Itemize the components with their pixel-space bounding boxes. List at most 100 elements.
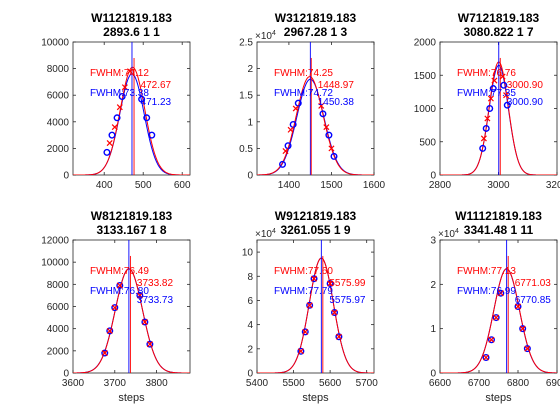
red-fwhm-label: FWHM:76.49 xyxy=(90,266,149,277)
blue-data-point xyxy=(138,95,146,103)
red-data-point xyxy=(121,84,128,91)
y-tick-label: 2 xyxy=(430,280,436,291)
blue-data-point xyxy=(326,280,334,288)
blue-data-point xyxy=(523,345,531,353)
red-data-point xyxy=(126,68,133,75)
y-tick-label: 4000 xyxy=(47,324,70,335)
plot-area xyxy=(73,240,190,373)
blue-data-point xyxy=(330,152,338,160)
red-data-point xyxy=(327,280,334,287)
x-tick-label: 600 xyxy=(174,180,191,191)
chart-title: W1121819.183 xyxy=(91,11,172,25)
y-tick-label: 3 xyxy=(430,236,436,247)
y-tick-label: 10000 xyxy=(41,38,69,49)
x-axis-label: steps xyxy=(485,392,512,404)
red-point-stroke xyxy=(311,275,318,282)
red-fwhm-label: FWHM:76.76 xyxy=(457,68,516,79)
y-tick-label: 0.5 xyxy=(239,144,253,155)
red-data-point xyxy=(287,126,294,133)
blue-data-point xyxy=(482,353,490,361)
y-tick-label: 2000 xyxy=(414,38,437,49)
chart-subtitle: 3261.055 1 9 xyxy=(280,223,350,237)
y-tick-label: 0 xyxy=(247,171,253,182)
y-tick-label: 2.5 xyxy=(239,38,253,49)
red-point-stroke xyxy=(116,104,123,111)
chart-title: W3121819.183 xyxy=(275,11,357,25)
blue-center-label: 5575.97 xyxy=(329,295,366,306)
red-data-point xyxy=(116,104,123,111)
red-center-label: 5575.99 xyxy=(329,278,366,289)
chart-subtitle: 3080.822 1 7 xyxy=(463,25,533,39)
y-tick-label: 4 xyxy=(247,320,253,331)
y-tick-label: 0 xyxy=(63,369,69,380)
blue-data-point xyxy=(146,340,154,348)
plot-area xyxy=(440,240,557,373)
x-tick-label: 1400 xyxy=(278,180,301,191)
blue-data-point xyxy=(487,336,495,344)
red-fwhm-label: FWHM:77.13 xyxy=(457,266,516,277)
plot-area xyxy=(73,42,190,175)
blue-data-point xyxy=(500,81,508,89)
chart-subtitle: 3133.167 1 8 xyxy=(96,223,166,237)
red-data-point xyxy=(297,348,304,355)
blue-data-point xyxy=(136,291,144,299)
y-exponent: 4 xyxy=(272,228,276,235)
red-point-stroke xyxy=(306,302,313,309)
blue-fwhm-label: FWHM:76.80 xyxy=(90,286,149,297)
red-point-stroke xyxy=(126,68,133,75)
axes-box xyxy=(256,239,375,374)
red-center-label: 3733.82 xyxy=(137,278,174,289)
y-exponent: 4 xyxy=(455,228,459,235)
chart-title: W7121819.183 xyxy=(458,11,540,25)
red-data-point xyxy=(488,336,495,343)
red-fit-line xyxy=(257,257,374,373)
chart-title: W11121819.183 xyxy=(455,209,542,223)
red-point-stroke xyxy=(297,348,304,355)
y-tick-label: 8 xyxy=(247,272,253,283)
red-point-stroke xyxy=(491,77,498,84)
red-data-point xyxy=(514,303,522,310)
red-point-stroke xyxy=(328,145,335,152)
red-point-stroke xyxy=(141,318,148,326)
red-data-point xyxy=(111,124,118,131)
blue-data-point xyxy=(310,275,318,283)
red-data-point xyxy=(487,95,494,102)
red-data-point xyxy=(106,327,113,334)
red-data-point xyxy=(499,73,506,80)
chart-subtitle: 2967.28 1 3 xyxy=(284,25,348,39)
red-point-stroke xyxy=(497,290,504,297)
blue-data-point xyxy=(319,110,327,118)
red-fwhm-label: FWHM:77.60 xyxy=(274,266,333,277)
red-data-point xyxy=(493,314,500,321)
y-exponent: 4 xyxy=(272,30,276,37)
red-data-point xyxy=(318,102,325,109)
y-tick-label: 2 xyxy=(247,344,253,355)
y-exponent-base: ×104 xyxy=(438,228,459,240)
red-point-stroke xyxy=(111,304,118,311)
y-tick-label: 10 xyxy=(242,248,254,259)
blue-data-point xyxy=(143,114,151,122)
red-point-stroke xyxy=(335,333,342,340)
blue-fwhm-label: FWHM:74.72 xyxy=(274,88,333,99)
blue-data-point xyxy=(503,101,511,109)
red-point-stroke xyxy=(121,84,128,91)
y-tick-label: 1000 xyxy=(414,104,437,115)
chart-subtitle: 3341.48 1 11 xyxy=(464,223,534,237)
red-data-point xyxy=(116,282,123,289)
blue-data-point xyxy=(482,124,490,132)
red-data-point xyxy=(111,304,118,311)
red-point-stroke xyxy=(488,336,495,343)
x-tick-label: 500 xyxy=(135,180,152,191)
y-tick-label: 8000 xyxy=(47,280,70,291)
y-tick-label: 6000 xyxy=(47,302,70,313)
plot-area xyxy=(440,42,557,175)
blue-data-point xyxy=(492,314,500,322)
blue-data-point xyxy=(118,93,126,101)
red-point-stroke xyxy=(327,280,334,287)
x-tick-label: 5400 xyxy=(246,378,269,389)
red-point-stroke xyxy=(524,345,531,352)
x-axis-label: steps xyxy=(118,392,145,404)
